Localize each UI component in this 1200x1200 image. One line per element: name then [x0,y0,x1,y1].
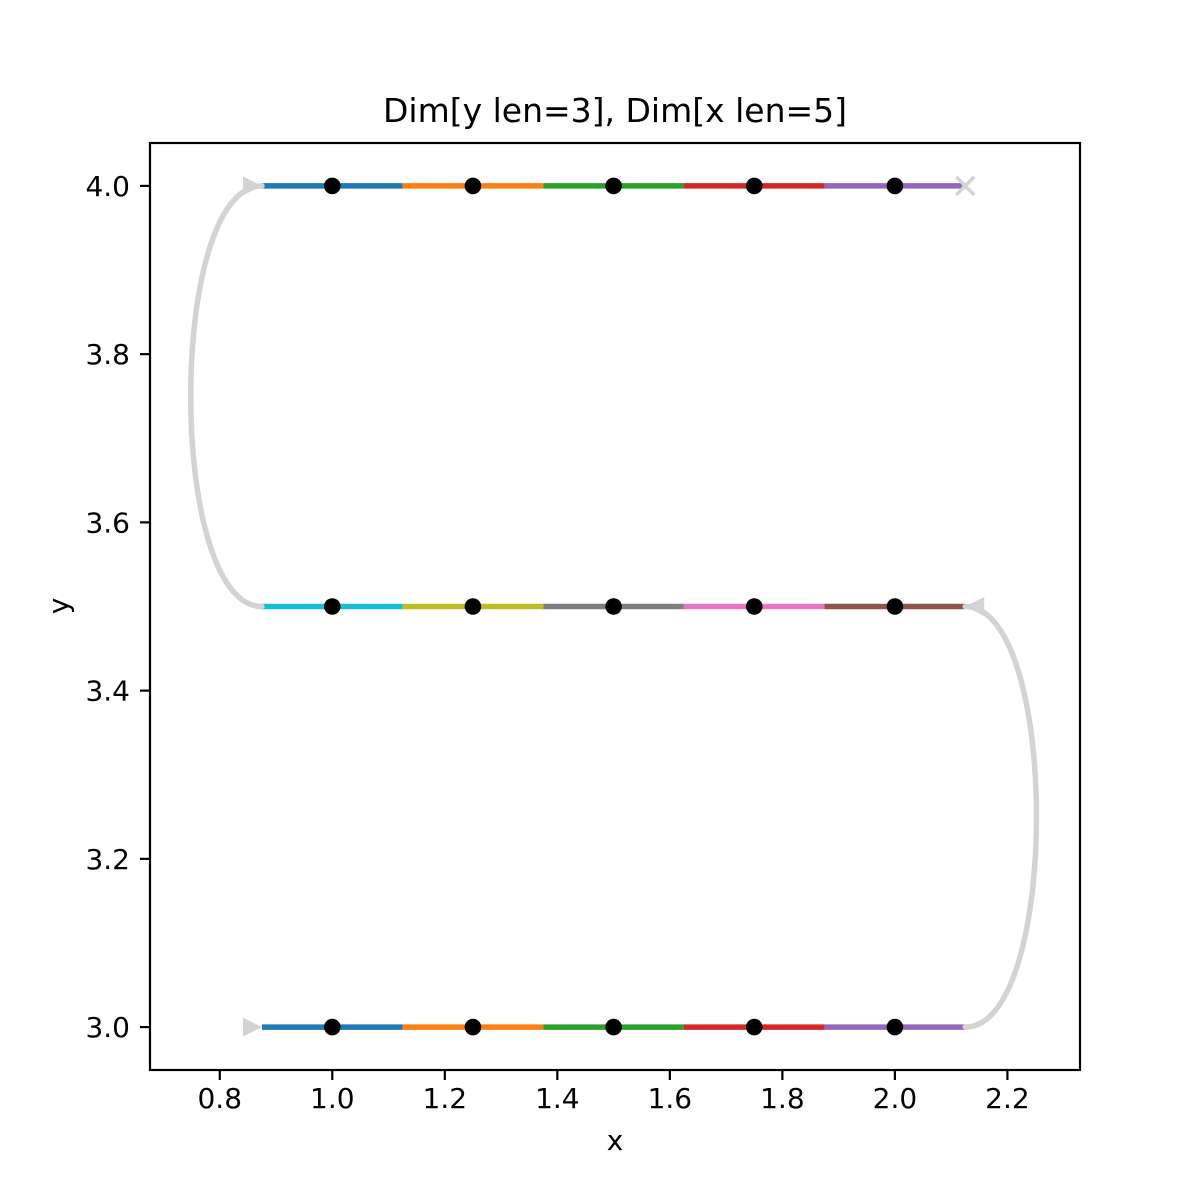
data-point [745,177,763,195]
x-tick-label: 1.0 [310,1082,355,1115]
x-end-marker-icon [954,175,976,197]
plot-title: Dim[y len=3], Dim[x len=5] [383,91,847,130]
x-tick-label: 1.6 [648,1082,693,1115]
data-point [323,598,341,615]
x-tick-label: 1.8 [760,1082,805,1115]
data-point [745,598,763,615]
arrow-left-icon [965,597,985,616]
x-tick-label: 0.8 [197,1082,242,1115]
x-tick-label: 2.2 [985,1082,1030,1115]
x-tick-label: 1.2 [423,1082,468,1115]
data-point [605,1018,622,1036]
data-point [323,1018,341,1036]
arrow-right-icon [242,1017,262,1037]
arrow-right-icon [242,176,262,196]
data-point [886,1018,904,1036]
data-point [464,1018,482,1036]
connector-curve [962,603,1040,1030]
y-tick-label: 3.8 [85,338,130,371]
traversal-connectors [188,183,1040,1030]
data-point-dots [323,177,904,1036]
data-point [745,1018,763,1036]
connector-curve [188,183,265,610]
y-tick-label: 3.0 [85,1011,130,1044]
data-point [323,177,341,195]
traversal-endpoint-markers [242,175,985,1037]
data-point [605,598,622,615]
data-point [886,598,904,615]
x-tick-label: 1.4 [535,1082,580,1115]
data-point [886,177,904,195]
y-tick-label: 4.0 [85,170,130,203]
x-axis-label: x [607,1124,624,1157]
y-tick-label: 3.2 [85,843,130,876]
data-point [464,177,482,195]
axis-ticks: 0.8 1.0 1.2 1.4 1.6 1.8 2.0 2.2 3.0 3.2 3.4 3.6 3.8 4… [85,170,1029,1115]
plot-border [148,141,1082,1072]
y-tick-label: 3.4 [85,675,130,708]
x-tick-label: 2.0 [873,1082,918,1115]
data-point [605,177,622,195]
y-tick-label: 3.6 [85,506,130,539]
y-axis-label: y [42,598,75,615]
data-point [464,598,482,615]
